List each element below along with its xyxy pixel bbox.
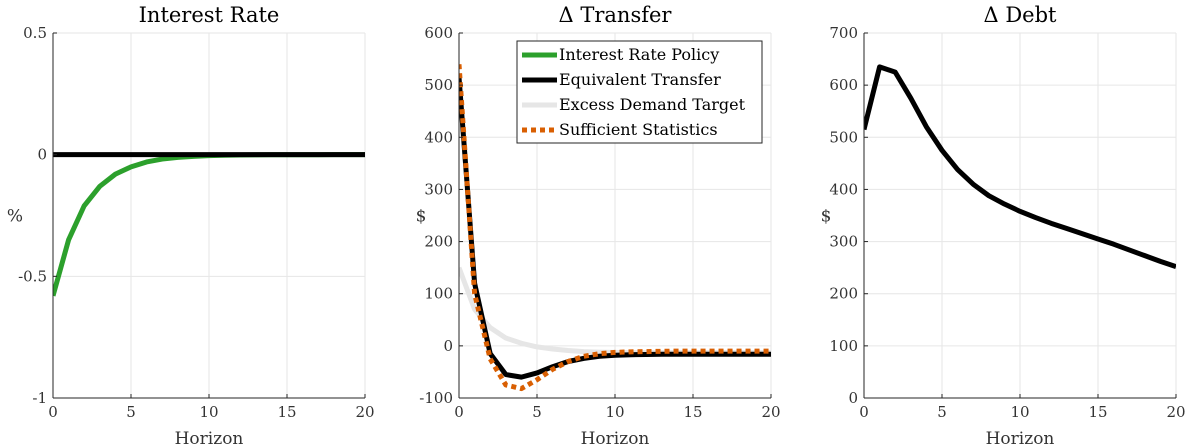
x-axis-label: Horizon (986, 429, 1055, 448)
legend-label: Sufficient Statistics (559, 120, 718, 139)
x-tick-label: 20 (761, 403, 780, 421)
y-tick-label: 300 (424, 180, 453, 198)
y-tick-label: 0 (37, 146, 47, 164)
x-tick-label: 5 (532, 403, 542, 421)
y-tick-label: 100 (424, 285, 453, 303)
x-tick-label: 5 (937, 403, 947, 421)
legend-label: Interest Rate Policy (559, 45, 719, 64)
y-tick-label: 400 (829, 180, 858, 198)
legend-box (516, 40, 763, 144)
x-tick-label: 10 (605, 403, 624, 421)
y-tick-label: 200 (829, 285, 858, 303)
y-tick-label: 0.5 (23, 24, 47, 42)
series-line-0 (864, 64, 1176, 269)
x-tick-label: 5 (126, 403, 136, 421)
x-tick-label: 10 (1010, 403, 1029, 421)
y-tick-label: 600 (829, 76, 858, 94)
y-tick-label: 700 (829, 24, 858, 42)
y-tick-label: -1 (32, 389, 47, 407)
x-tick-label: 20 (1166, 403, 1185, 421)
y-tick-label: -100 (419, 389, 453, 407)
y-axis-label: % (7, 207, 23, 227)
y-tick-label: -0.5 (18, 267, 47, 285)
x-axis-label: Horizon (581, 429, 650, 448)
x-tick-label: 0 (859, 403, 869, 421)
chart-title: Interest Rate (139, 3, 280, 27)
series-line-2 (459, 77, 771, 380)
chart-title: Δ Transfer (559, 3, 673, 27)
y-tick-label: 100 (829, 337, 858, 355)
y-axis-label: $ (416, 207, 427, 227)
y-tick-label: 400 (424, 128, 453, 146)
y-tick-label: 0 (848, 389, 858, 407)
y-tick-label: 500 (424, 76, 453, 94)
y-axis-label: $ (821, 207, 832, 227)
y-tick-label: 200 (424, 233, 453, 251)
x-tick-label: 10 (199, 403, 218, 421)
y-tick-label: 600 (424, 24, 453, 42)
series-line-3 (459, 64, 771, 392)
x-tick-label: 15 (277, 403, 296, 421)
x-axis-label: Horizon (175, 429, 244, 448)
x-tick-label: 15 (1088, 403, 1107, 421)
legend-label: Equivalent Transfer (559, 70, 721, 89)
y-tick-label: 0 (443, 337, 453, 355)
chart-panel-0: 0 5 10 15 20 -1 -0.5 0 0.5 Interest Rate Horizon% (7, 3, 375, 448)
chart-title: Δ Debt (984, 3, 1058, 27)
x-tick-label: 20 (355, 403, 374, 421)
y-tick-label: 500 (829, 128, 858, 146)
legend-label: Excess Demand Target (559, 95, 746, 114)
y-tick-label: 300 (829, 233, 858, 251)
legend: Interest Rate Policy Equivalent Transfer E… (516, 40, 763, 144)
x-tick-label: 0 (454, 403, 464, 421)
x-tick-label: 0 (48, 403, 58, 421)
x-tick-label: 15 (683, 403, 702, 421)
